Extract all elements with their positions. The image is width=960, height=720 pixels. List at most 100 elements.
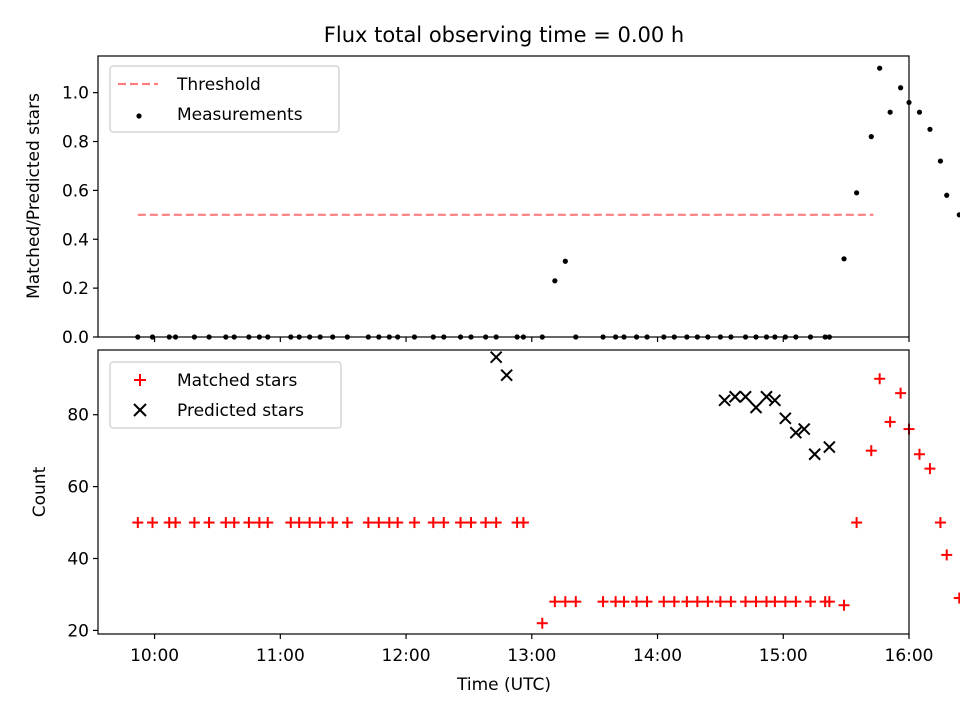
- matched-star-point: [631, 596, 643, 608]
- matched-star-point: [549, 596, 561, 608]
- chart-title: Flux total observing time = 0.00 h: [324, 23, 684, 47]
- predicted-star-point: [760, 390, 773, 403]
- measurement-point: [927, 126, 933, 132]
- matched-star-point: [517, 517, 529, 529]
- y-tick-label: 0.2: [62, 279, 89, 299]
- matched-legend-swatch: [134, 374, 146, 386]
- matched-star-point: [228, 517, 240, 529]
- top-panel-frame: [97, 55, 910, 338]
- y-tick-label: 20: [67, 621, 89, 641]
- bottom-y-axis-label: Count: [30, 466, 50, 517]
- x-tick-label: 16:00: [885, 646, 934, 666]
- predicted-star-point: [718, 394, 731, 407]
- matched-star-point: [314, 517, 326, 529]
- matched-star-point: [480, 517, 492, 529]
- matched-star-point: [597, 596, 609, 608]
- matched-star-point: [203, 517, 215, 529]
- predicted-star-point: [768, 394, 782, 407]
- top-y-axis: 0.0 0.2 0.4 0.6 0.8 1.0: [62, 84, 98, 348]
- measurement-point: [887, 109, 893, 115]
- matched-star-point: [913, 448, 925, 460]
- matched-star-point: [243, 517, 255, 529]
- measurement-point: [916, 109, 923, 115]
- y-tick-label: 0.4: [62, 230, 89, 250]
- matched-star-point: [934, 517, 946, 529]
- matched-star-point: [641, 596, 653, 608]
- matched-star-point: [779, 596, 791, 608]
- matched-star-point: [865, 445, 877, 457]
- matched-star-point: [536, 617, 548, 629]
- measurements-legend-label: Measurements: [177, 105, 303, 125]
- measurement-point: [868, 134, 874, 140]
- top-legend-box: [109, 65, 340, 133]
- predicted-star-point: [500, 368, 513, 382]
- x-axis: 10:00 11:00 12:00 13:00 14:00 15:00 16:00: [130, 337, 934, 666]
- measurement-point: [877, 65, 883, 71]
- matched-star-point: [702, 596, 714, 608]
- matched-star-point: [293, 517, 305, 529]
- matched-star-point: [490, 517, 502, 529]
- matched-star-point: [373, 517, 385, 529]
- matched-star-point: [740, 596, 752, 608]
- measurement-point: [841, 256, 847, 262]
- x-tick-label: 11:00: [256, 646, 305, 666]
- top-y-axis-label: Matched/Predicted stars: [24, 93, 44, 299]
- predicted-star-point: [739, 390, 752, 403]
- matched-star-point: [941, 549, 953, 561]
- matched-star-point: [895, 387, 907, 399]
- matched-star-point: [327, 517, 339, 529]
- predicted-legend-label: Predicted stars: [177, 401, 304, 421]
- measurement-point: [552, 278, 558, 284]
- matched-star-point: [170, 517, 182, 529]
- x-tick-label: 12:00: [382, 646, 431, 666]
- matched-star-point: [750, 596, 762, 608]
- matched-star-point: [838, 599, 850, 611]
- measurement-point: [937, 158, 944, 164]
- matched-star-point: [188, 517, 200, 529]
- bottom-y-axis: 20 40 60 80: [67, 406, 98, 641]
- matched-star-point: [341, 517, 353, 529]
- y-tick-label: 0.0: [62, 328, 89, 348]
- matched-star-point: [262, 517, 274, 529]
- matched-star-point: [392, 517, 404, 529]
- top-legend: Threshold Measurements: [109, 65, 340, 133]
- predicted-star-point: [808, 448, 821, 461]
- matched-star-point: [408, 517, 420, 529]
- matched-star-point: [823, 596, 835, 608]
- matched-star-point: [438, 517, 450, 529]
- matched-star-point: [559, 596, 571, 608]
- matched-star-point: [805, 596, 817, 608]
- x-tick-label: 13:00: [507, 646, 556, 666]
- predicted-star-point: [749, 401, 763, 414]
- matched-star-point: [427, 517, 439, 529]
- measurement-point: [956, 212, 960, 218]
- bottom-panel-frame: [97, 349, 910, 635]
- matched-star-point: [953, 592, 960, 604]
- x-tick-label: 14:00: [633, 646, 682, 666]
- predicted-star-point: [798, 422, 811, 436]
- matched-legend-label: Matched stars: [177, 371, 297, 391]
- matched-star-point: [570, 596, 582, 608]
- y-tick-label: 0.8: [62, 133, 89, 153]
- x-axis-label: Time (UTC): [456, 675, 551, 695]
- predicted-star-point: [728, 390, 742, 403]
- matched-star-point: [714, 596, 726, 608]
- matched-star-point: [874, 373, 886, 385]
- bottom-panel: 20 40 60 80 Count Matched stars Predicted s…: [30, 349, 960, 641]
- matched-star-point: [691, 596, 703, 608]
- matched-star-point: [455, 517, 467, 529]
- matched-star-point: [884, 416, 896, 428]
- bottom-legend-box: [109, 361, 342, 429]
- threshold-legend-label: Threshold: [176, 75, 261, 95]
- predicted-star-point: [823, 440, 836, 454]
- matched-star-point: [618, 596, 630, 608]
- matched-star-point: [362, 517, 374, 529]
- x-tick-label: 10:00: [130, 646, 179, 666]
- bottom-legend: Matched stars Predicted stars: [109, 361, 342, 429]
- y-tick-label: 40: [67, 550, 89, 570]
- matched-star-point: [132, 517, 144, 529]
- predicted-star-point: [779, 412, 792, 425]
- matched-star-point: [769, 596, 781, 608]
- matched-star-point: [146, 517, 158, 529]
